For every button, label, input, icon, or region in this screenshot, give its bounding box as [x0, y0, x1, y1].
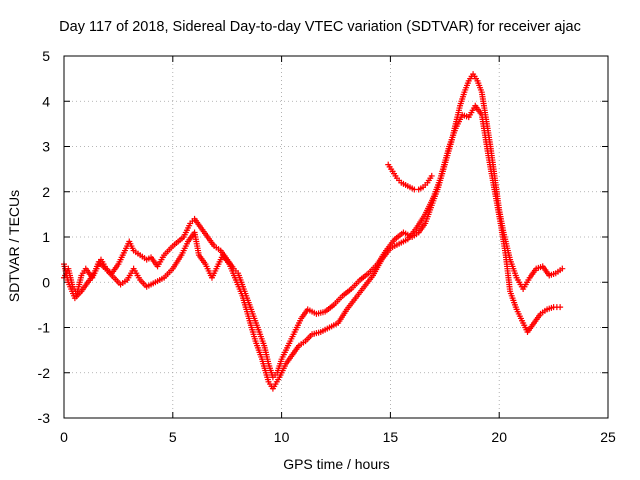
data-point	[557, 304, 564, 311]
x-tick-label: 10	[274, 429, 290, 445]
y-tick-label: 5	[42, 48, 50, 64]
y-tick-label: 3	[42, 139, 50, 155]
y-tick-label: -3	[38, 410, 51, 426]
y-tick-label: -1	[38, 320, 51, 336]
plot-frame	[63, 55, 609, 419]
y-tick-label: 0	[42, 274, 50, 290]
y-tick-label: 1	[42, 229, 50, 245]
x-tick-label: 15	[383, 429, 399, 445]
data-point	[559, 265, 566, 272]
grid-lines	[64, 56, 608, 418]
x-tick-label: 20	[491, 429, 507, 445]
x-tick-label: 25	[600, 429, 616, 445]
y-tick-label: 4	[42, 93, 50, 109]
series-track-lower	[61, 102, 564, 392]
chart-title: Day 117 of 2018, Sidereal Day-to-day VTE…	[59, 19, 581, 35]
x-tick-label: 0	[60, 429, 68, 445]
y-tick-label: 2	[42, 184, 50, 200]
y-axis-label: SDTVAR / TECUs	[6, 189, 22, 303]
tick-labels: 0 5 10 15 20 25 -3 -2 -1 0 1 2 3 4 5	[38, 48, 616, 445]
y-tick-label: -2	[38, 365, 51, 381]
data-point	[428, 172, 435, 179]
series-track-segment-15h	[385, 161, 435, 193]
data-points	[61, 71, 566, 392]
x-axis-label: GPS time / hours	[283, 456, 390, 472]
x-tick-label: 5	[169, 429, 177, 445]
